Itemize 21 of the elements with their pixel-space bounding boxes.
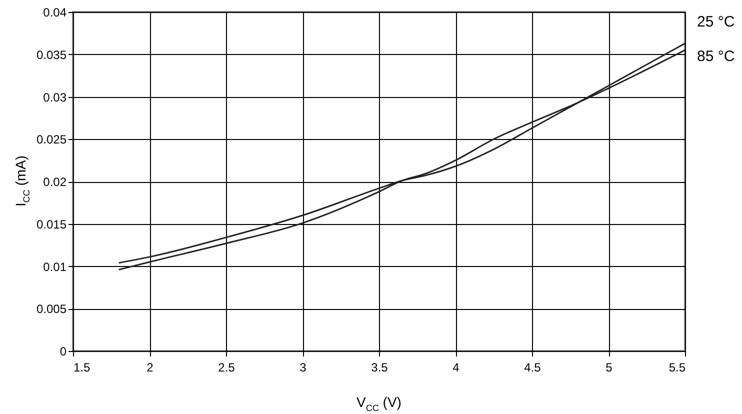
y-tick-label: 0	[60, 344, 67, 358]
x-tick-label: 4	[452, 360, 460, 374]
series-label: 85 °C	[697, 48, 735, 66]
y-tick-label: 0.03	[43, 90, 67, 104]
y-tick-label: 0.025	[36, 132, 67, 147]
x-axis-title: V$_{CC}$ (V)	[356, 394, 402, 413]
x-tick-label: 3	[300, 360, 307, 374]
x-tick-label: 4.5	[524, 360, 542, 374]
x-tick-label: 2.5	[218, 360, 236, 374]
x-tick-label: 3.5	[371, 360, 388, 374]
y-tick-label: 0.01	[43, 260, 67, 274]
y-tick-label: 0.015	[36, 217, 67, 232]
y-tick-label: 0.02	[43, 175, 67, 189]
y-tick-label: 0.005	[36, 302, 67, 316]
y-tick-label: 0.035	[36, 48, 67, 62]
x-tick-label: 1.5	[74, 360, 91, 374]
x-tick-label: 5.5	[668, 360, 686, 374]
y-tick-label: 0.04	[43, 6, 67, 20]
x-tick-label: 2	[146, 360, 154, 374]
x-tick-label: 5	[606, 360, 613, 374]
series-label: 25 °C	[697, 13, 735, 30]
